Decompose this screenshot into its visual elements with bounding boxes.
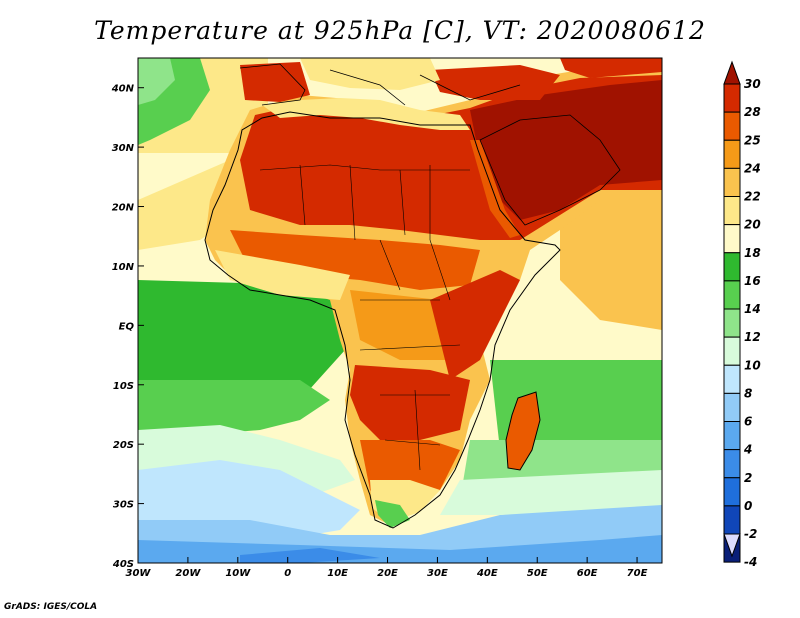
colorbar-segment [724, 253, 740, 281]
colorbar-label: -4 [744, 555, 757, 569]
y-tick-label: 20S [113, 440, 134, 451]
iberia-hot [240, 62, 310, 102]
colorbar-label: 30 [744, 77, 761, 91]
temperature-field [138, 58, 662, 563]
y-tick-label: 10N [112, 262, 135, 273]
colorbar-label: 4 [743, 443, 752, 457]
colorbar-segment [724, 478, 740, 506]
map-figure: 30W 20W 10W 0 10E 20E 30E 40E 50E 60E 70E 40N30N20… [0, 0, 800, 600]
colorbar-segment [724, 506, 740, 534]
colorbar-segment [724, 337, 740, 365]
colorbar-top-tip [724, 62, 740, 84]
colorbar-label: 12 [744, 330, 761, 344]
colorbar-segment [724, 140, 740, 168]
colorbar-label: 25 [744, 133, 761, 147]
colorbar-label: 0 [744, 499, 752, 513]
colorbar-label: 22 [744, 190, 761, 204]
colorbar-segment [724, 84, 740, 112]
colorbar-label: -2 [744, 527, 757, 541]
x-tick-label: 30E [427, 568, 448, 579]
colorbar-label: 10 [744, 358, 761, 372]
x-tick-label: 10E [327, 568, 348, 579]
y-tick-label: 30N [112, 143, 135, 154]
colorbar-segment [724, 393, 740, 421]
y-tick-label: EQ [119, 321, 135, 332]
colorbar-label: 18 [744, 246, 761, 260]
colorbar-label: 14 [744, 302, 761, 316]
y-tick-label: 40S [112, 559, 134, 570]
y-tick-label: 10S [113, 381, 134, 392]
colorbar-segment [724, 309, 740, 337]
grads-credit: GrADS: IGES/COLA [4, 602, 97, 612]
x-tick-label: 70E [627, 568, 648, 579]
colorbar-label: 20 [744, 218, 761, 232]
colorbar-segment [724, 422, 740, 450]
x-tick-label: 20W [175, 568, 201, 579]
colorbar-label: 24 [744, 161, 761, 175]
colorbar-segment [724, 112, 740, 140]
colorbar-label: 8 [744, 386, 752, 400]
x-tick-label: 50E [527, 568, 548, 579]
x-tick-label: 60E [577, 568, 598, 579]
colorbar-segment [724, 197, 740, 225]
y-tick-label: 20N [112, 203, 135, 214]
colorbar-label: 2 [744, 471, 752, 485]
colorbar-segment [724, 365, 740, 393]
colorbar-label: 28 [744, 105, 761, 119]
y-tick-label: 30S [113, 500, 134, 511]
y-tick-label: 40N [111, 84, 135, 95]
colorbar-label: 6 [744, 415, 752, 429]
x-tick-label: 10W [225, 568, 251, 579]
x-tick-label: 0 [284, 568, 291, 579]
colorbar-label: 16 [744, 274, 761, 288]
colorbar-segment [724, 168, 740, 196]
x-tick-label: 40E [476, 568, 498, 579]
colorbar-segment [724, 450, 740, 478]
colorbar-segment [724, 281, 740, 309]
x-tick-label: 20E [377, 568, 398, 579]
colorbar-segment [724, 225, 740, 253]
